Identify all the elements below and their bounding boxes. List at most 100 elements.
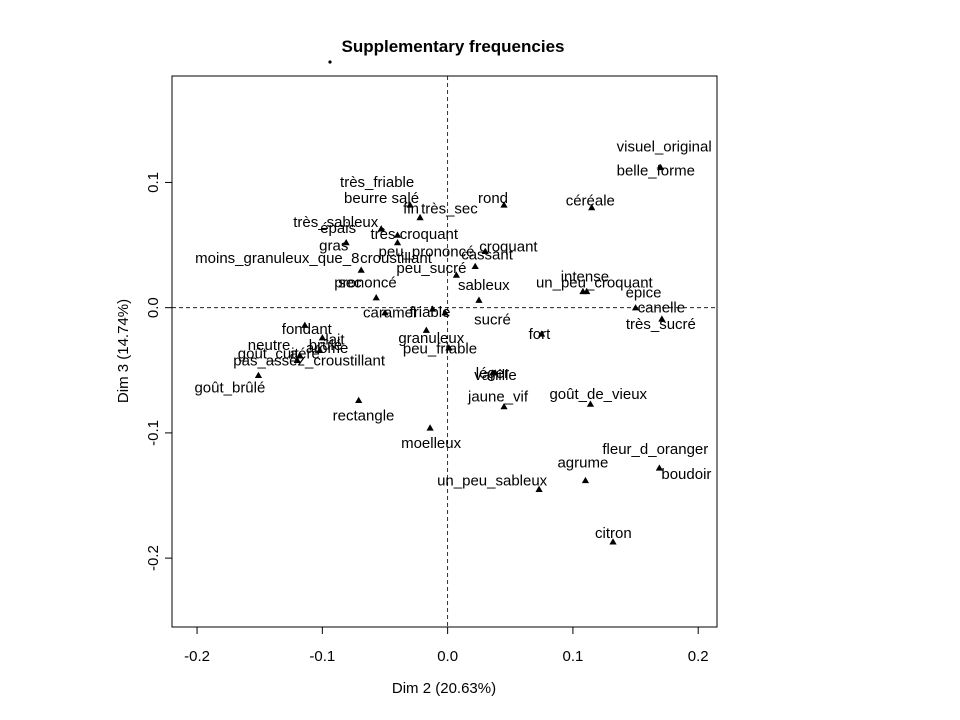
point-marker: [588, 203, 596, 211]
point-label: neutre: [248, 337, 291, 354]
point-label: intense: [561, 268, 609, 285]
point-label: canelle: [638, 300, 686, 317]
point-marker: [342, 238, 350, 246]
point-label: goût_de_vieux: [549, 386, 647, 403]
point-label: très_sableux: [293, 214, 379, 231]
point-label: belle_forme: [617, 162, 695, 179]
point-marker: [445, 344, 453, 351]
x-axis: -0.2 -0.1 0.0 0.1 0.2: [184, 626, 709, 665]
y-tick-label: -0.2: [145, 545, 162, 571]
point-label: boudoir: [661, 466, 711, 483]
point-label: un_peu_croquant: [536, 274, 654, 291]
point-label: rond: [478, 190, 508, 207]
point-marker: [471, 262, 479, 270]
chart-title: Supplementary frequencies: [342, 37, 565, 56]
point-marker: [377, 225, 385, 232]
reference-lines: [172, 76, 717, 627]
point-marker: [355, 396, 363, 404]
point-marker: [316, 346, 324, 353]
point-marker: [535, 485, 543, 492]
point-marker: [428, 305, 437, 312]
point-label: céréale: [566, 192, 615, 209]
y-axis: -0.2 -0.1 0.0 0.1: [145, 172, 173, 571]
point-marker: [475, 296, 483, 303]
point-marker: [581, 476, 590, 484]
point-label: fondant: [282, 321, 333, 338]
point-label: visuel_original: [617, 138, 712, 155]
point-label: très_friable: [340, 174, 414, 191]
x-axis-title: Dim 2 (20.63%): [392, 680, 496, 697]
point-label: croustillant: [360, 250, 433, 267]
point-label: citron: [595, 525, 632, 542]
point-marker: [372, 294, 380, 301]
y-tick-label: 0.0: [145, 297, 162, 318]
points-layer: [254, 163, 666, 545]
point-label: rectangle: [333, 407, 395, 424]
point-marker: [393, 238, 402, 246]
x-tick-label: 0.0: [437, 648, 458, 665]
point-label: épice: [626, 285, 662, 302]
point-label: arôme: [306, 340, 349, 357]
point-label: pas_assez_croustillant: [233, 352, 386, 369]
point-label: peu_sucré: [396, 260, 466, 277]
point-marker: [293, 356, 301, 363]
point-label: fin: [403, 201, 419, 218]
point-label: goût_cuit: [238, 345, 300, 362]
point-marker: [318, 334, 326, 341]
point-marker: [631, 304, 640, 311]
point-label: moelleux: [401, 435, 462, 452]
labels-layer: visuel_original belle_forme très_friablebe…: [194, 138, 711, 541]
point-marker: [422, 326, 430, 333]
point-marker: [491, 369, 499, 376]
point-label: lait: [325, 332, 345, 349]
point-marker: [609, 538, 617, 545]
point-label: agrume: [557, 454, 608, 471]
point-marker: [481, 247, 489, 255]
point-marker: [586, 400, 595, 407]
point-label: brûlé: [309, 337, 342, 354]
point-label: fleur_d_oranger: [602, 441, 708, 458]
point-label: prononcé: [334, 275, 397, 292]
point-marker: [301, 321, 309, 328]
point-label: goût_brûlé: [194, 379, 265, 396]
x-tick-label: -0.1: [309, 648, 335, 665]
point-marker: [357, 266, 365, 273]
point-label: très_sec: [421, 201, 478, 218]
point-label: léger: [476, 365, 509, 382]
point-label: croquant: [479, 238, 538, 255]
point-marker: [657, 163, 665, 171]
point-label: sableux: [458, 277, 510, 294]
point-label: beurre salé: [344, 190, 419, 207]
point-label: un_peu_sableux: [437, 472, 548, 489]
point-label: jaune_vif: [467, 389, 529, 406]
point-label: très_sucré: [626, 316, 696, 333]
point-label: sec: [338, 275, 362, 292]
point-label: moins_granuleux_que_8: [195, 250, 359, 267]
point-marker: [658, 315, 666, 322]
point-marker: [406, 201, 414, 208]
point-marker: [500, 403, 508, 410]
title-dot-mark: [328, 60, 332, 64]
point-marker: [393, 231, 402, 238]
point-marker: [254, 371, 263, 378]
point-label: très croquant: [371, 226, 459, 243]
y-axis-title: Dim 3 (14.74%): [115, 299, 132, 403]
point-label: cassant: [461, 246, 514, 263]
point-label: vanille: [474, 367, 517, 384]
point-marker: [441, 309, 449, 316]
point-label: peu_prononcé: [379, 244, 475, 261]
point-label: fort: [529, 326, 552, 343]
x-tick-label: 0.2: [688, 648, 709, 665]
point-label: granuleux: [398, 330, 464, 347]
x-tick-label: -0.2: [184, 648, 210, 665]
point-marker: [426, 424, 434, 431]
point-label: friable: [410, 304, 451, 321]
x-tick-label: 0.1: [562, 648, 583, 665]
point-label: aéré: [290, 345, 320, 362]
point-label: caramel: [363, 305, 416, 322]
point-marker: [655, 464, 663, 471]
point-marker: [500, 201, 508, 208]
point-marker: [583, 287, 591, 295]
point-label: sucré: [474, 312, 511, 329]
